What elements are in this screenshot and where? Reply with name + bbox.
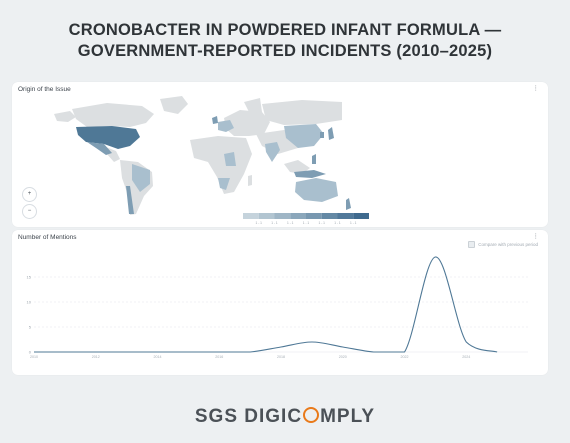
legend-swatch (290, 213, 306, 219)
legend-swatch (258, 213, 275, 219)
map-zoom-out-button[interactable]: − (22, 204, 37, 219)
compare-label: Compare with previous period (478, 242, 538, 247)
x-tick-label: 2010 (30, 355, 38, 359)
logo-text-1: SGS DIGIC (194, 406, 303, 427)
page-title-line-2: GOVERNMENT-REPORTED INCIDENTS (2010–2025… (77, 42, 493, 60)
country-australia (295, 178, 338, 202)
page-title: CRONOBACTER IN POWDERED INFANT FORMULA —… (0, 20, 570, 62)
country-chile (126, 186, 134, 214)
country-southeast-asia (284, 160, 310, 174)
country-philippines (312, 154, 316, 164)
y-tick-label: 5 (29, 324, 32, 329)
country-canada (72, 103, 154, 127)
country-mexico (87, 142, 112, 155)
country-china (284, 124, 324, 148)
x-tick-label: 2016 (215, 355, 223, 359)
x-tick-label: 2022 (401, 355, 409, 359)
country-europe (224, 110, 270, 136)
x-tick-label: 2024 (462, 355, 470, 359)
country-east-africa (224, 152, 236, 166)
y-tick-label: 10 (27, 299, 32, 304)
country-usa (76, 126, 140, 149)
legend-label: 1 - 1 (334, 221, 341, 225)
country-indonesia (294, 170, 326, 178)
legend-label: 1 - 1 (303, 221, 310, 225)
country-new-zealand (346, 198, 351, 210)
page-title-line-1: CRONOBACTER IN POWDERED INFANT FORMULA — (68, 21, 502, 39)
country-russia (262, 100, 342, 125)
country-alaska (54, 111, 76, 122)
country-greenland (160, 96, 188, 114)
country-brazil (132, 164, 150, 192)
x-tick-label: 2014 (154, 355, 162, 359)
map-menu-kebab-icon[interactable]: ⋮ (532, 85, 540, 92)
legend-swatch (321, 213, 338, 219)
map-card-title: Origin of the Issue (18, 86, 71, 93)
y-tick-label: 15 (27, 274, 32, 279)
x-tick-label: 2018 (277, 355, 285, 359)
line-menu-kebab-icon[interactable]: ⋮ (532, 233, 540, 240)
map-legend: 1 - 1 1 - 1 1 - 1 1 - 1 1 - 1 1 - 1 1 - 1 (243, 213, 369, 225)
x-tick-label: 2020 (339, 355, 347, 359)
sgs-digicomply-logo: SGS DIGIC MPLY (0, 406, 570, 428)
x-tick-label: 2012 (92, 355, 100, 359)
country-uk (212, 116, 218, 124)
legend-swatch (337, 213, 354, 219)
logo-o-icon (303, 407, 320, 423)
legend-label: 1 - 1 (319, 221, 326, 225)
legend-swatch (353, 213, 369, 219)
legend-swatch (274, 213, 291, 219)
line-card-title: Number of Mentions (18, 234, 77, 241)
map-zoom-in-button[interactable]: + (22, 187, 37, 202)
legend-label: 1 - 1 (350, 221, 357, 225)
series-line (34, 256, 498, 353)
country-western-europe (218, 120, 234, 132)
world-map[interactable]: 1 - 1 1 - 1 1 - 1 1 - 1 1 - 1 1 - 1 1 - 1 (12, 82, 548, 227)
y-tick-label: 0 (29, 349, 32, 354)
checkbox-box[interactable] (468, 241, 476, 248)
legend-label: 1 - 1 (256, 221, 263, 225)
country-madagascar (248, 175, 252, 186)
legend-swatch (306, 213, 322, 219)
country-africa (190, 136, 252, 194)
legend-label: 1 - 1 (287, 221, 294, 225)
origin-map-card: Origin of the Issue ⋮ (12, 82, 548, 227)
compare-previous-period-checkbox[interactable]: Compare with previous period (468, 241, 538, 248)
country-india (265, 142, 280, 162)
mentions-line-chart: 0 5 10 15 2010 2012 2014 2016 2018 2020 2022 2024 (27, 256, 528, 359)
logo-text-2: MPLY (320, 406, 376, 427)
legend-label: 1 - 1 (271, 221, 278, 225)
country-south-africa (218, 178, 230, 190)
legend-swatch (243, 213, 259, 219)
mentions-chart-card: Number of Mentions ⋮ Compare with previo… (12, 230, 548, 375)
country-japan (328, 127, 334, 140)
country-scandinavia (244, 98, 262, 114)
country-korea (320, 132, 324, 138)
